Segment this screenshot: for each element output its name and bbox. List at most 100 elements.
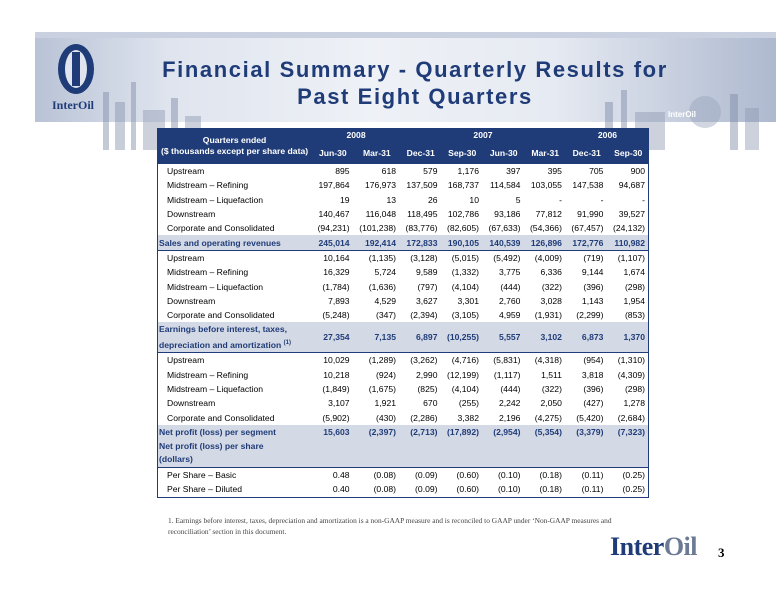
row-label: Per Share – Basic <box>157 467 313 483</box>
table-row: Corporate and Consolidated (5,248) (347) (2… <box>157 308 649 322</box>
table-cell: (396) <box>583 281 604 292</box>
table-cell: 77,812 <box>535 209 562 220</box>
table-cell: (67,457) <box>571 223 604 234</box>
table-cell: (5,492) <box>482 249 525 266</box>
row-label-text: Earnings before interest, taxes, <box>159 324 287 335</box>
table-cell: (0.11) <box>565 467 608 483</box>
table-cell: (67,633) <box>488 223 521 234</box>
row-label-text: Upstream <box>167 252 205 263</box>
table-cell: (298) <box>624 281 645 292</box>
page-number: 3 <box>718 545 725 560</box>
table-cell: 900 <box>630 166 645 177</box>
row-label-text: Sales and operating revenues <box>159 237 281 248</box>
table-row-net: Net profit (loss) per segment 15,603 (2,39… <box>157 424 649 440</box>
table-cell: 7,893 <box>328 295 350 306</box>
table-cell: 1,143 <box>581 295 604 306</box>
table-cell: 110,982 <box>607 235 649 251</box>
table-cell: 395 <box>547 166 562 177</box>
table-cell: (24,132) <box>612 223 645 234</box>
table-row: Upstream 10,164 (1,135) (3,128) (5,015) (5,49… <box>157 249 649 266</box>
table-cell: 2,242 <box>498 398 521 409</box>
table-cell: (0.11) <box>581 484 604 495</box>
row-label: Upstream <box>157 249 313 266</box>
quarter-header: Mar-31 <box>353 142 401 164</box>
table-cell: (347) <box>375 310 397 321</box>
table-row: Downstream 3,107 1,921 670 (255) 2,242 2,050 (4… <box>157 396 649 410</box>
quarter-header: Mar-31 <box>524 142 566 164</box>
table-cell: (2,286) <box>410 412 438 423</box>
table-cell: (4,009) <box>524 249 566 266</box>
table-cell: 579 <box>423 166 438 177</box>
table-cell: - <box>559 194 562 205</box>
table-cell: 0.48 <box>312 467 354 483</box>
brand-logo: InterOil <box>610 532 698 562</box>
row-label: Downstream <box>157 294 312 308</box>
row-label: Upstream <box>157 164 312 178</box>
table-cell <box>482 439 525 468</box>
quarter-header: Dec-31 <box>400 142 442 164</box>
table-cell: 140,539 <box>482 235 525 251</box>
row-label: Midstream – Liquefaction <box>157 193 312 207</box>
table-cell <box>565 439 608 468</box>
table-cell: 137,509 <box>406 180 438 191</box>
table-cell: (5,902) <box>322 412 350 423</box>
row-label-text: Midstream – Refining <box>167 267 249 278</box>
table-cell: 3,102 <box>524 322 566 353</box>
row-label-text: Net profit (loss) per share <box>159 441 264 452</box>
table-cell: 172,833 <box>400 235 442 251</box>
table-cell: (0.09) <box>400 467 442 483</box>
table-cell: 10,029 <box>312 352 354 368</box>
table-cell: (430) <box>375 412 397 423</box>
table-cell: - <box>600 194 604 205</box>
table-cell: 1,370 <box>607 322 649 353</box>
table-cell: 118,495 <box>407 209 438 220</box>
table-cell: (322) <box>541 281 562 292</box>
table-cell: 6,336 <box>540 267 562 278</box>
table-cell: (1,117) <box>493 369 521 380</box>
table-cell: (3,262) <box>400 352 442 368</box>
table-cell: 197,864 <box>318 180 350 191</box>
row-label: Corporate and Consolidated <box>157 308 312 322</box>
table-row: Corporate and Consolidated (94,231) (101,2… <box>157 221 649 235</box>
refinery-silhouette-right <box>605 90 759 150</box>
row-label-text: Midstream – Liquefaction <box>167 194 264 205</box>
table-cell: (825) <box>417 384 438 394</box>
row-label: Midstream – Refining <box>157 265 312 279</box>
table-cell: 3,107 <box>328 398 350 409</box>
row-label: Per Share – Diluted <box>157 482 312 496</box>
table-cell: 10,164 <box>312 249 354 266</box>
table-cell: (0.25) <box>622 484 645 495</box>
row-label-text: Corporate and Consolidated <box>167 223 275 234</box>
table-row-ps: Net profit (loss) per share (dollars) <box>157 439 649 468</box>
table-cell: (1,636) <box>368 281 397 292</box>
footnote-marker: (1) <box>283 340 291 347</box>
table-cell: (0.08) <box>373 484 397 495</box>
table-cell: (4,104) <box>451 281 479 292</box>
row-label-text: Downstream <box>167 398 216 409</box>
table-cell: 4,959 <box>498 310 521 321</box>
table-cell: (298) <box>624 384 645 394</box>
table-cell: (0.60) <box>456 484 479 495</box>
table-row: Midstream – Refining 10,218 (924) 2,990 (12,… <box>157 368 649 382</box>
table-cell: 3,028 <box>540 295 562 306</box>
table-cell: 26 <box>427 194 438 205</box>
table-cell: 705 <box>589 166 604 177</box>
table-cell: 1,176 <box>457 166 479 177</box>
table-cell <box>441 439 483 468</box>
table-cell: (3,379) <box>565 424 608 440</box>
table-cell: (954) <box>565 352 608 368</box>
table-cell: (83,776) <box>405 223 438 234</box>
row-label-text: Corporate and Consolidated <box>167 412 275 423</box>
table-header-years: Quarters ended ($ thousands except per s… <box>157 128 649 164</box>
row-label-text: Downstream <box>167 209 216 220</box>
table-cell: 126,896 <box>524 235 566 251</box>
table-row: Midstream – Refining 16,329 5,724 9,589 (1,3… <box>157 265 649 279</box>
table-cell: (797) <box>417 281 438 292</box>
row-label-text: Downstream <box>167 295 216 306</box>
table-cell: 3,818 <box>581 369 604 380</box>
table-cell: 6,897 <box>400 322 442 353</box>
table-cell: (322) <box>541 384 562 394</box>
table-cell: (94,231) <box>317 223 350 234</box>
table-cell: (1,332) <box>451 267 479 278</box>
table-cell: 102,786 <box>447 209 479 220</box>
